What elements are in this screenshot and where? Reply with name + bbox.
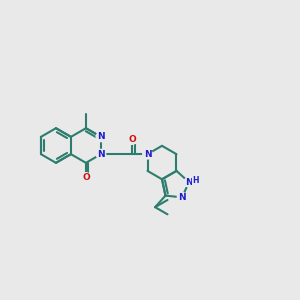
Text: N: N	[97, 150, 105, 159]
Text: O: O	[128, 135, 136, 144]
Circle shape	[184, 177, 194, 187]
Circle shape	[81, 173, 91, 183]
Text: N: N	[185, 178, 193, 187]
Text: N: N	[97, 132, 105, 141]
Circle shape	[127, 134, 137, 144]
Circle shape	[143, 149, 152, 159]
Text: H: H	[192, 176, 199, 185]
Text: N: N	[178, 193, 186, 202]
Circle shape	[191, 177, 199, 184]
Text: N: N	[144, 150, 151, 159]
Text: O: O	[82, 173, 90, 182]
Circle shape	[96, 132, 106, 142]
Circle shape	[177, 193, 187, 202]
Circle shape	[96, 149, 106, 159]
